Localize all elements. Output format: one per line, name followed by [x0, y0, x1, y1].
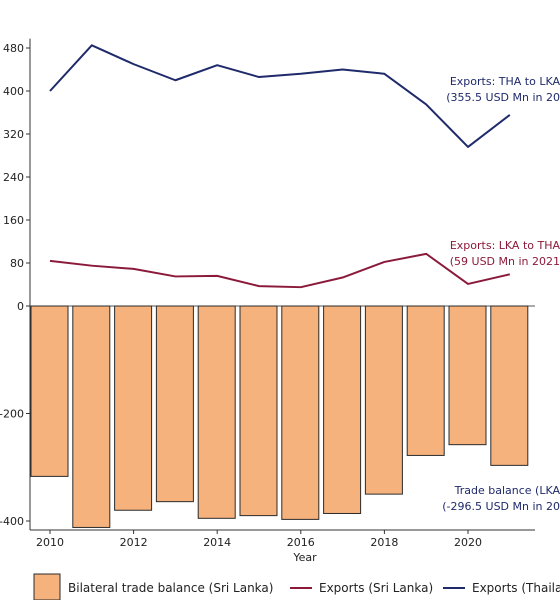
y-tick-label: -400 — [0, 515, 24, 528]
legend-label-exports-thailand: Exports (Thaila — [472, 581, 560, 595]
annotation-text: Exports: LKA to THA — [450, 239, 560, 252]
bar-2014 — [197, 305, 236, 519]
y-tick-label: -200 — [0, 408, 24, 421]
annotations: Exports: THA to LKA (355.5 USD Mn in 20 Ex… — [442, 75, 560, 513]
bar-2010 — [30, 305, 69, 477]
line-series — [49, 44, 511, 289]
legend-label-exports-sri-lanka: Exports (Sri Lanka) — [319, 581, 433, 595]
y-tick-label: 0 — [17, 300, 24, 313]
bar-2019 — [406, 305, 445, 456]
legend: Bilateral trade balance (Sri Lanka) Expor… — [33, 573, 560, 600]
line-exports-thailand — [49, 44, 511, 148]
legend-label-trade-balance: Bilateral trade balance (Sri Lanka) — [68, 581, 273, 595]
x-tick-label: 2010 — [36, 536, 64, 549]
legend-swatch-trade-balance — [33, 573, 61, 600]
line-exports-sri-lanka — [49, 252, 511, 289]
annotation-text: Exports: THA to LKA — [450, 75, 560, 88]
x-tick-label: 2018 — [370, 536, 398, 549]
y-tick-label: 240 — [3, 171, 24, 184]
bar-series — [30, 305, 529, 528]
bar-2020 — [448, 305, 487, 446]
x-tick-label: 2016 — [287, 536, 315, 549]
annotation-text: (-296.5 USD Mn in 20 — [442, 500, 560, 513]
annotation-text: (355.5 USD Mn in 20 — [446, 91, 560, 104]
y-tick-label: 160 — [3, 214, 24, 227]
annotation-text: (59 USD Mn in 2021 — [450, 255, 560, 268]
annotation-text: Trade balance (LKA — [454, 484, 560, 497]
tick-labels: -400 -200 0 80 160 240 320 400 480 2010 2012 2014 20… — [0, 42, 482, 549]
bar-2018 — [364, 305, 403, 495]
y-tick-label: 80 — [10, 257, 24, 270]
x-tick-label: 2020 — [454, 536, 482, 549]
x-tick-label: 2012 — [120, 536, 148, 549]
y-tick-label: 320 — [3, 128, 24, 141]
bar-2016 — [281, 305, 320, 520]
bar-2013 — [155, 305, 194, 503]
bar-2017 — [323, 305, 362, 514]
bar-2012 — [114, 305, 153, 511]
bar-2015 — [239, 305, 278, 517]
x-tick-label: 2014 — [203, 536, 231, 549]
bar-2011 — [72, 305, 111, 528]
y-tick-label: 480 — [3, 42, 24, 55]
x-axis-title: Year — [292, 551, 317, 564]
bar-2021 — [490, 305, 529, 466]
y-tick-label: 400 — [3, 85, 24, 98]
